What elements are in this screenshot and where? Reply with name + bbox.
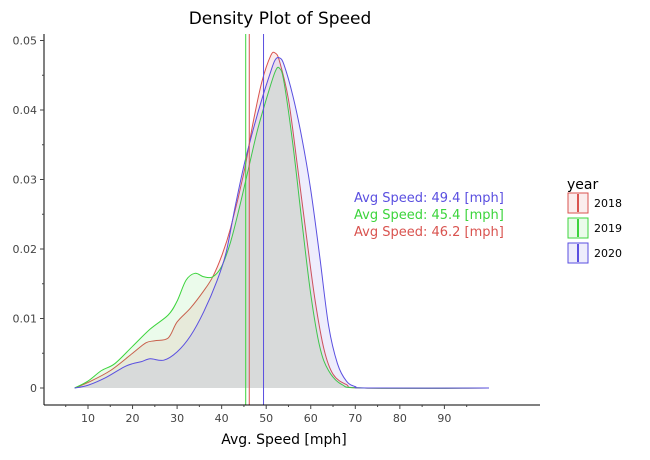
- axes: 10 20 30 40 50 60 70 80 90 0 0.01 0.02 0.03 0.04 0.05: [13, 34, 540, 425]
- mean-annotation-2019: Avg Speed: 45.4 [mph]: [354, 208, 504, 223]
- x-tick-label: 40: [215, 412, 229, 425]
- mean-annotation-2018: Avg Speed: 46.2 [mph]: [354, 225, 504, 240]
- x-tick-label: 50: [259, 412, 273, 425]
- x-tick-label: 90: [437, 412, 451, 425]
- x-tick-label: 70: [348, 412, 362, 425]
- y-tick-label: 0.03: [13, 174, 38, 187]
- density-area-2019: [74, 67, 489, 389]
- density-area-2020: [74, 57, 489, 389]
- legend-label-2018: 2018: [594, 197, 622, 210]
- mean-annotations: Avg Speed: 49.4 [mph] Avg Speed: 45.4 [mp…: [354, 191, 504, 240]
- y-tick-label: 0: [30, 382, 37, 395]
- x-tick-label: 10: [81, 412, 95, 425]
- x-tick-label: 60: [304, 412, 318, 425]
- x-axis-label: Avg. Speed [mph]: [221, 432, 347, 448]
- x-tick-label: 30: [170, 412, 184, 425]
- mean-annotation-2020: Avg Speed: 49.4 [mph]: [354, 191, 504, 206]
- legend: year 2018 2019 2020: [567, 177, 622, 264]
- legend-title: year: [567, 177, 598, 193]
- y-tick-label: 0.01: [13, 313, 38, 326]
- density-area-2018: [74, 52, 489, 389]
- legend-label-2019: 2019: [594, 222, 622, 235]
- legend-label-2020: 2020: [594, 247, 622, 260]
- density-areas: [74, 51, 489, 389]
- density-line-2020: [74, 57, 489, 389]
- y-tick-label: 0.02: [13, 243, 38, 256]
- density-line-2018: [74, 51, 489, 389]
- x-tick-label: 20: [126, 412, 140, 425]
- y-tick-label: 0.04: [13, 104, 38, 117]
- mean-lines: [245, 34, 265, 405]
- chart-title: Density Plot of Speed: [189, 9, 372, 29]
- density-line-2019: [74, 66, 489, 389]
- x-tick-label: 80: [393, 412, 407, 425]
- y-tick-label: 0.05: [13, 35, 38, 48]
